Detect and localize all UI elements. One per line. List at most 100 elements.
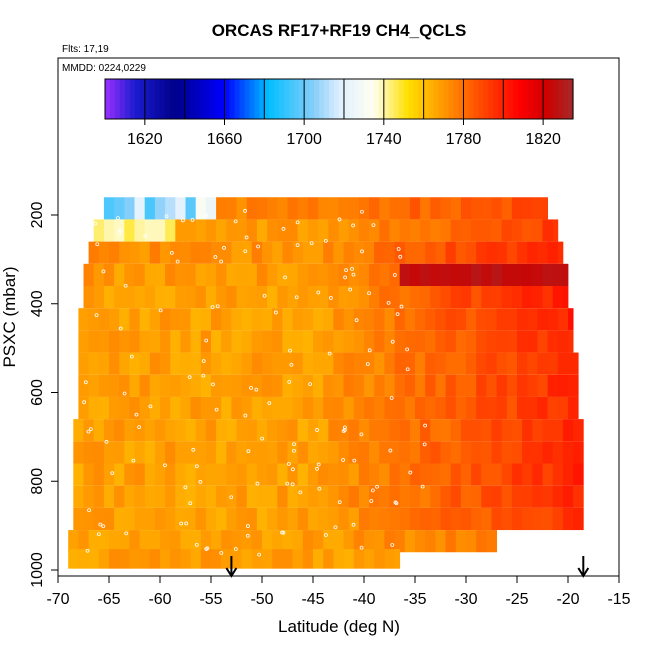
heatmap-cell	[88, 241, 100, 264]
heatmap-cell	[323, 374, 334, 397]
heatmap-cell	[552, 263, 564, 286]
heatmap-cell	[231, 241, 242, 264]
flight-track-marker	[123, 283, 128, 288]
heatmap-cell	[435, 374, 446, 397]
heatmap-cell	[211, 330, 222, 353]
heatmap-cell	[165, 463, 176, 486]
heatmap-cell	[313, 308, 324, 331]
heatmap-cell	[481, 197, 492, 220]
flight-track-marker	[255, 481, 260, 486]
heatmap-cell	[532, 507, 543, 531]
heatmap-cell	[404, 241, 416, 264]
flight-track-marker	[388, 448, 393, 453]
colorbar-segment	[164, 79, 171, 119]
heatmap-cell	[297, 263, 309, 286]
heatmap-cell	[216, 197, 227, 220]
heatmap-cell	[491, 263, 503, 286]
heatmap-cell	[399, 419, 411, 442]
heatmap-cell	[236, 219, 248, 242]
heatmap-cell	[170, 241, 181, 264]
heatmap-cell	[328, 463, 339, 486]
heatmap-cell	[109, 549, 120, 569]
heatmap-cell	[511, 485, 523, 508]
flight-track-marker	[110, 471, 115, 476]
heatmap-cell	[313, 374, 324, 397]
heatmap-cell	[246, 463, 258, 486]
heatmap-cell	[129, 330, 140, 353]
colorbar-segment	[343, 79, 350, 119]
heatmap-cell	[364, 330, 375, 353]
heatmap-cell	[404, 330, 416, 353]
heatmap-cell	[501, 463, 513, 486]
flight-track-marker	[359, 432, 364, 437]
heatmap-cell	[272, 352, 283, 375]
heatmap-cell	[404, 308, 416, 331]
colorbar-segment	[363, 79, 370, 119]
heatmap-cell	[318, 286, 329, 309]
colorbar-segment	[443, 79, 450, 119]
heatmap-cell	[119, 352, 130, 375]
flight-track-marker	[158, 308, 163, 313]
heatmap-cell	[93, 485, 105, 508]
heatmap-cell	[205, 197, 217, 220]
heatmap-cell	[399, 441, 411, 464]
heatmap-cell	[573, 419, 584, 442]
heatmap-cell	[190, 330, 202, 353]
flight-track-marker	[281, 227, 286, 231]
heatmap-cell	[369, 485, 380, 508]
heatmap-cell	[129, 530, 140, 553]
heatmap-cell	[425, 330, 436, 353]
heatmap-cell	[466, 352, 477, 375]
heatmap-cell	[394, 308, 406, 331]
heatmap-cell	[573, 507, 584, 531]
heatmap-cell	[307, 507, 319, 531]
heatmap-cell	[471, 263, 482, 286]
x-tick-label: -55	[199, 591, 222, 608]
heatmap-cell	[471, 507, 482, 531]
heatmap-cell	[246, 419, 258, 442]
heatmap-cell	[568, 396, 579, 420]
colorbar-segment	[184, 79, 191, 119]
heatmap-cell	[481, 286, 492, 309]
arrow-marker-head	[577, 567, 590, 578]
heatmap-cell	[292, 530, 304, 553]
heatmap-cell	[496, 330, 508, 353]
flight-track-marker	[205, 546, 210, 551]
colorbar-segment	[503, 79, 509, 119]
heatmap-cell	[297, 219, 309, 242]
heatmap-cell	[338, 219, 350, 242]
heatmap-cell	[114, 485, 125, 508]
heatmap-cell	[236, 485, 248, 508]
flight-track-marker	[359, 545, 364, 550]
colorbar-segment	[154, 79, 161, 119]
flight-track-marker	[292, 442, 296, 447]
x-tick-label: -60	[148, 591, 171, 608]
heatmap-cell	[231, 308, 242, 331]
colorbar-segment	[264, 79, 270, 119]
heatmap-cell	[272, 330, 283, 353]
heatmap-cell	[297, 286, 309, 309]
heatmap-cell	[144, 485, 156, 508]
heatmap-cell	[226, 286, 237, 309]
flight-track-marker	[294, 295, 299, 300]
heatmap-cell	[272, 396, 283, 420]
heatmap-cell	[501, 507, 513, 531]
heatmap-cell	[420, 441, 431, 464]
heatmap-cell	[409, 286, 421, 309]
heatmap-cell	[522, 485, 533, 508]
flight-track-marker	[341, 457, 345, 462]
colorbar-segment	[299, 79, 305, 119]
heatmap-cell	[328, 485, 339, 508]
heatmap-cell	[154, 419, 166, 442]
heatmap-cell	[353, 396, 365, 420]
heatmap-cell	[435, 396, 446, 420]
heatmap-cell	[532, 286, 543, 309]
heatmap-cell	[73, 507, 84, 531]
heatmap-cell	[78, 308, 89, 331]
heatmap-cell	[511, 419, 523, 442]
heatmap-cell	[517, 330, 528, 353]
heatmap-cell	[425, 308, 436, 331]
heatmap-cell	[547, 241, 559, 264]
heatmap-cell	[139, 308, 151, 331]
heatmap-cell	[384, 396, 395, 420]
